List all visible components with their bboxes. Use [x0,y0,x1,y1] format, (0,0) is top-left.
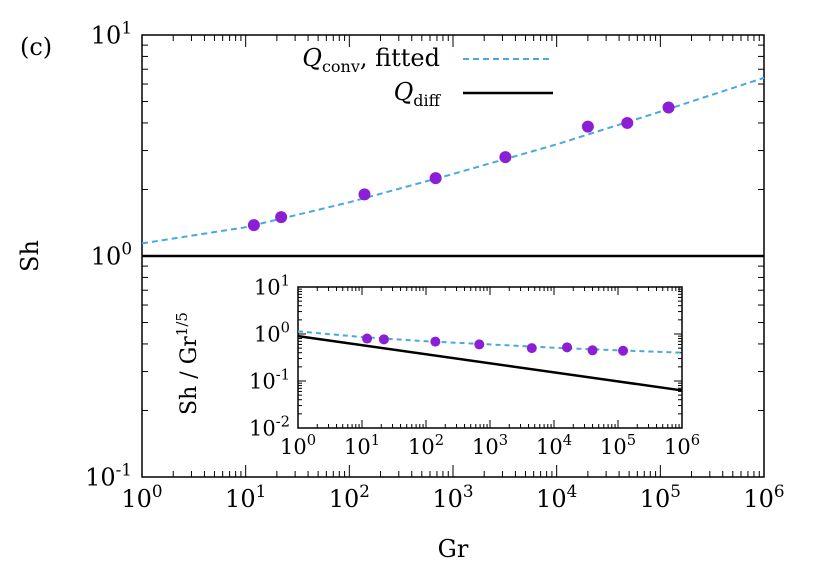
main-x-tick-label: 101 [225,481,266,513]
main-data-point [247,219,260,232]
inset-x-tick-label: 103 [472,432,508,459]
main-x-tick-label: 106 [743,481,784,513]
main-x-tick-label: 103 [432,481,473,513]
main-data-point [275,211,288,224]
inset-y-tick-label: 10-1 [249,367,290,394]
inset-data-point [526,343,537,354]
inset-y-tick-label: 10-2 [249,414,290,441]
main-x-tick-label: 105 [640,481,681,513]
main-y-axis-label: Sh [16,240,44,272]
inset-y-tick-label: 100 [254,320,290,347]
inset-data-point [587,345,598,356]
inset-x-tick-label: 106 [664,432,700,459]
inset-y-axis-label: Sh / Gr1/5 [173,312,202,415]
main-x-tick-label: 100 [121,481,162,513]
inset-frame [297,286,683,429]
main-y-tick-label: 101 [91,17,132,49]
inset-y-tick-label: 101 [254,273,290,300]
inset-plot: 100 101 102 103 104 105 106 10-2 10-1 100 101 Sh / … [173,273,700,459]
main-y-tick-label: 100 [91,238,132,270]
inset-series-line-0 [297,330,683,354]
main-y-tick-label: 10-1 [85,459,132,491]
inset-data-point [562,342,573,353]
main-data-point [662,101,675,114]
main-data-point [358,188,371,201]
inset-data-point [618,345,629,356]
inset-data-point [430,336,441,347]
inset-x-tick-label: 100 [280,432,316,459]
main-data-point [499,151,512,164]
inset-x-tick-label: 105 [600,432,636,459]
main-data-point [621,116,634,129]
inset-x-tick-label: 101 [344,432,380,459]
main-series-line-0 [141,76,765,245]
inset-data-point [378,334,389,345]
inset-x-tick-label: 104 [536,432,572,459]
inset-data-point [474,339,485,350]
main-x-axis-label: Gr [438,535,469,563]
legend-label-0: Qconv, fitted [302,44,440,76]
main-data-point [429,172,442,185]
main-x-tick-label: 102 [329,481,370,513]
main-x-tick-label: 104 [536,481,577,513]
main-data-point [581,120,594,133]
inset-series-line-1 [297,334,683,392]
panel-label: (c) [20,33,52,61]
inset-x-tick-label: 102 [408,432,444,459]
inset-data-point [362,333,373,344]
legend-label-1: Qdiff [394,78,442,110]
